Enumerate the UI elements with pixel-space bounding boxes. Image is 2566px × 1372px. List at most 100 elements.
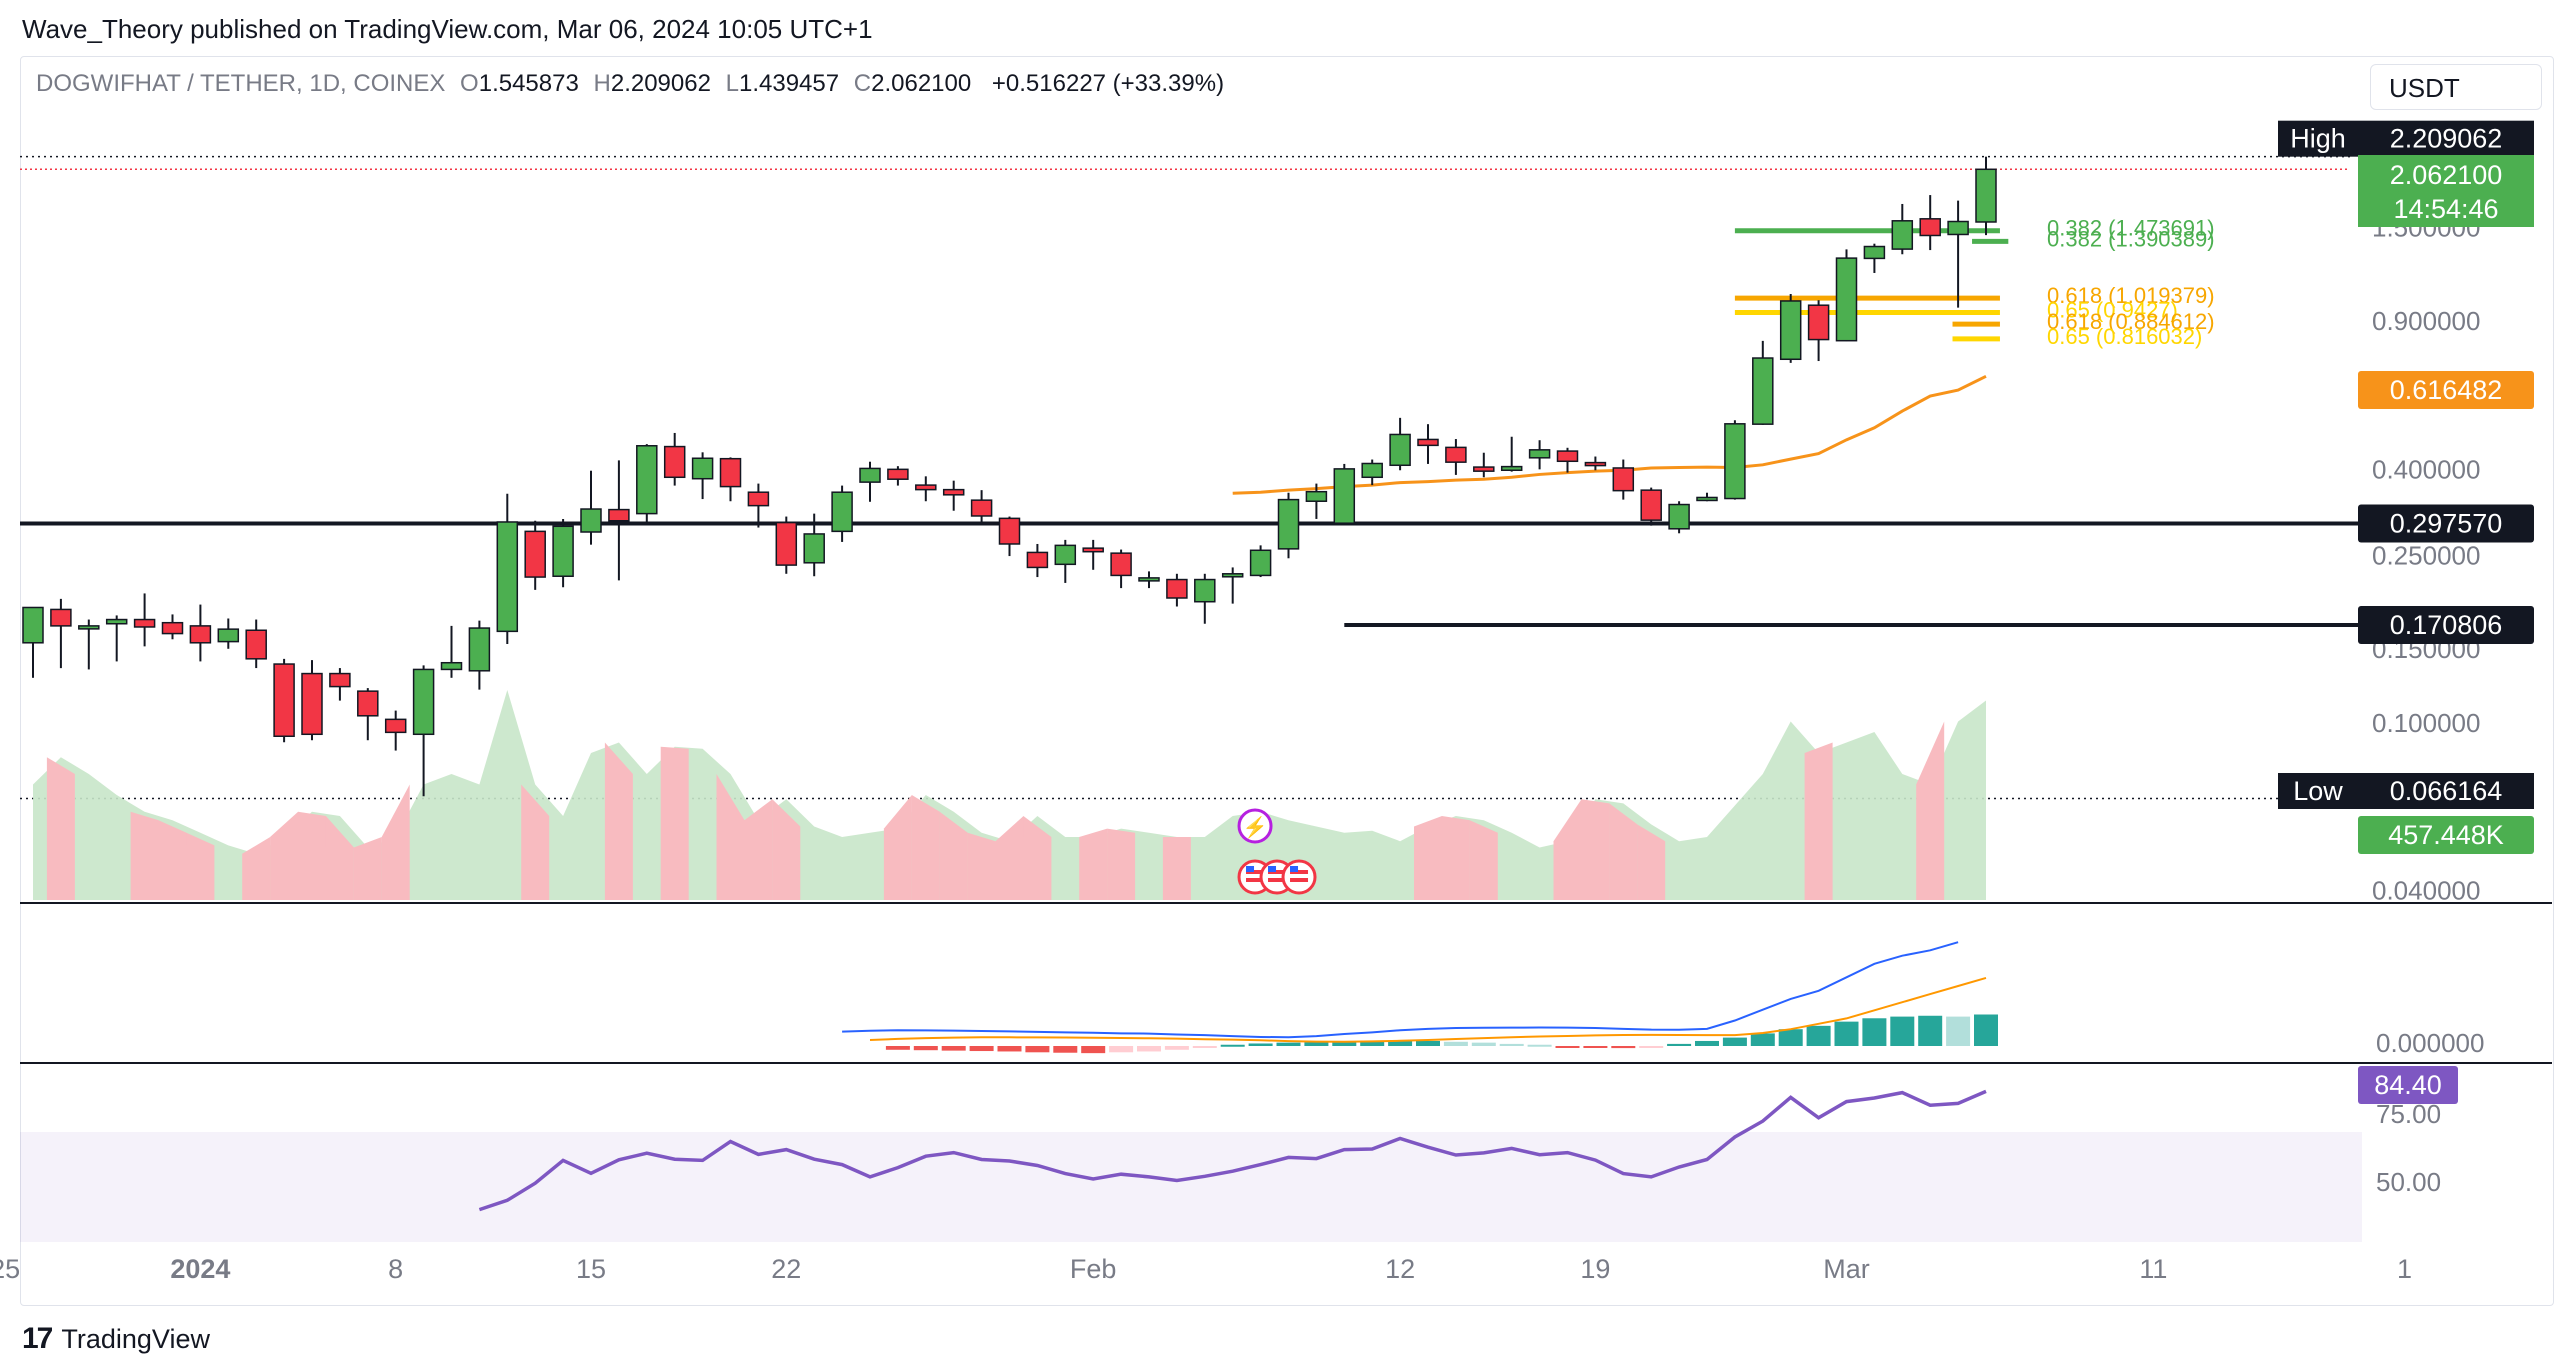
- volume-red-segment: [1916, 721, 1945, 900]
- macd-histogram-bar: [1192, 1046, 1217, 1048]
- candle: [1807, 304, 1830, 341]
- candle: [1026, 551, 1049, 569]
- macd-histogram-bar: [1555, 1046, 1580, 1048]
- volume-red-segment: [716, 774, 745, 900]
- candle: [384, 718, 407, 734]
- high-tag-label: High: [2290, 124, 2346, 154]
- high-value-label: 2.209062: [2390, 124, 2503, 154]
- candle: [1445, 446, 1467, 463]
- macd-signal-line: [869, 976, 1987, 1043]
- candle: [1221, 573, 1244, 578]
- candle: [1975, 168, 1997, 223]
- candle: [636, 445, 658, 515]
- candle: [496, 521, 519, 633]
- rsi-value-box: [2358, 1066, 2458, 1104]
- volume-red-segment: [381, 784, 410, 900]
- volume-value-label: 457.448K: [2388, 820, 2504, 850]
- candle: [245, 629, 267, 660]
- flag-stripe: [1290, 870, 1309, 874]
- candle: [105, 618, 128, 625]
- macd-histogram-bar: [1750, 1033, 1775, 1046]
- chart-frame: [20, 56, 2554, 1306]
- fib-label: 0.382 (1.390389): [2047, 226, 2215, 251]
- candle: [1919, 218, 1941, 237]
- candle: [1361, 462, 1383, 479]
- candle: [468, 627, 491, 672]
- macd-histogram-bar: [1639, 1046, 1664, 1048]
- footer-brand[interactable]: TradingView: [61, 1323, 210, 1354]
- candle: [50, 608, 72, 627]
- low-tag-label: Low: [2293, 776, 2343, 806]
- publisher-line: Wave_Theory published on TradingView.com…: [22, 14, 873, 44]
- low-tag-box: [2278, 773, 2358, 809]
- fib-label: 0.618 (1.019379): [2047, 283, 2215, 308]
- macd-histogram-bar: [1806, 1025, 1831, 1046]
- candle: [1473, 466, 1495, 472]
- macd-histogram-bar: [1974, 1014, 1998, 1046]
- time-tick-label: 11: [2139, 1254, 2167, 1284]
- candle: [22, 606, 44, 644]
- macd-histogram-bar: [1583, 1046, 1608, 1048]
- macd-histogram-bar: [941, 1046, 966, 1051]
- open-label: O: [460, 70, 479, 97]
- support-1-label-box: [2358, 504, 2534, 543]
- volume-red-segment: [1441, 816, 1470, 900]
- macd-line: [842, 941, 1959, 1039]
- ema-value-label-box: [2358, 371, 2534, 409]
- volume-red-segment: [1107, 828, 1136, 900]
- volume-red-segment: [967, 832, 996, 900]
- candle: [1110, 552, 1132, 577]
- price-tick-label: 0.900000: [2372, 306, 2480, 336]
- macd-histogram-bar: [1164, 1046, 1189, 1050]
- macd-histogram-bar: [969, 1046, 994, 1052]
- low-value-label: 0.066164: [2390, 776, 2503, 806]
- symbol-title[interactable]: DOGWIFHAT / TETHER, 1D, COINEX: [36, 70, 446, 97]
- candle: [1249, 549, 1272, 577]
- macd-histogram-bar: [1248, 1043, 1273, 1046]
- macd-histogram-bar: [1778, 1029, 1803, 1046]
- macd-tick-label: 0.000000: [2376, 1028, 2484, 1058]
- currency-button[interactable]: USDT: [2370, 64, 2542, 110]
- close-value: 2.062100: [871, 70, 972, 97]
- macd-histogram-bar: [1137, 1046, 1161, 1052]
- open-value: 1.545873: [478, 70, 579, 97]
- candle: [273, 663, 295, 737]
- candle: [1305, 490, 1328, 502]
- candle: [580, 508, 602, 533]
- candle: [1835, 257, 1858, 342]
- rsi-value-label: 84.40: [2374, 1070, 2442, 1100]
- tradingview-logo-icon: 17: [22, 1322, 53, 1355]
- candle: [1724, 423, 1746, 500]
- volume-red-segment: [1162, 837, 1191, 900]
- macd-histogram-bar: [1722, 1037, 1747, 1046]
- macd-histogram-bar: [1416, 1040, 1440, 1046]
- candle: [357, 690, 379, 717]
- candle: [524, 530, 546, 578]
- volume-red-segment: [186, 832, 215, 900]
- last-price-box: [2358, 155, 2534, 227]
- rsi-tick-label: 50.00: [2376, 1167, 2441, 1197]
- ema-line: [1232, 374, 1987, 495]
- candle: [1696, 496, 1718, 502]
- time-tick-label: 2024: [170, 1254, 230, 1284]
- close-label: C: [853, 70, 872, 97]
- flag-canton: [1290, 866, 1299, 872]
- candle: [1863, 245, 1886, 260]
- candle: [887, 468, 909, 480]
- candle: [1752, 357, 1774, 425]
- macd-histogram-bar: [1304, 1042, 1329, 1046]
- macd-histogram-bar: [1220, 1044, 1245, 1047]
- candle: [1138, 577, 1160, 582]
- macd-histogram-bar: [1695, 1040, 1719, 1046]
- candle: [1779, 300, 1802, 361]
- time-tick-label: Mar: [1823, 1254, 1870, 1284]
- candle: [1054, 544, 1077, 566]
- price-chart[interactable]: 0.0400000.1000000.1500000.2500000.400000…: [0, 0, 2566, 1310]
- macd-histogram-bar: [1527, 1044, 1552, 1047]
- macd-histogram-bar: [1109, 1046, 1134, 1053]
- macd-histogram-bar: [1276, 1042, 1301, 1046]
- macd-histogram-bar: [1890, 1016, 1915, 1046]
- volume-red-segment: [883, 795, 912, 900]
- fib-label: 0.65 (0.9427): [2047, 297, 2178, 322]
- macd-histogram-bar: [1388, 1040, 1413, 1046]
